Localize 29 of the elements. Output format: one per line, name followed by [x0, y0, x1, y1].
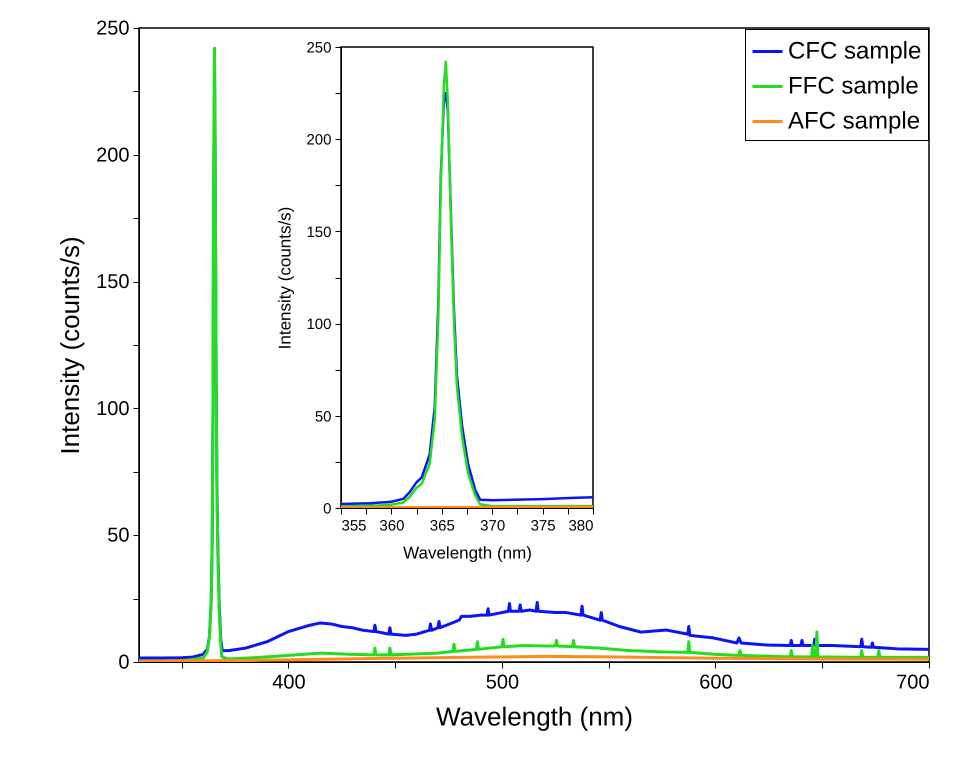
legend-label: CFC sample	[788, 38, 922, 64]
y-tick-label: 250	[96, 18, 130, 40]
y-tick-label: 200	[306, 132, 332, 149]
y-tick-label: 200	[96, 144, 130, 166]
y-tick-label: 100	[96, 398, 130, 420]
y-tick-label: 0	[118, 652, 130, 674]
x-tick-label: 360	[379, 518, 404, 534]
x-tick-label: 600	[699, 672, 733, 694]
x-axis-title: Wavelength (nm)	[436, 702, 633, 732]
x-tick-label: 365	[430, 518, 455, 534]
x-tick-label: 370	[480, 518, 506, 534]
y-tick-label: 100	[306, 316, 332, 334]
y-tick-label: 50	[314, 408, 332, 426]
y-tick-label: 50	[107, 524, 130, 547]
x-tick-label: 500	[486, 672, 520, 694]
y-tick-label: 0	[323, 500, 332, 518]
y-tick-label: 150	[96, 271, 130, 294]
y-tick-label: 150	[306, 224, 332, 241]
x-tick-label: 375	[530, 518, 556, 534]
x-tick-label: 355	[342, 518, 367, 534]
legend-label: FFC sample	[788, 72, 919, 100]
y-tick-label: 250	[306, 40, 332, 56]
x-tick-label: 400	[272, 672, 306, 694]
x-tick-label: 380	[568, 518, 594, 534]
x-tick-label: 700	[896, 672, 930, 694]
legend-label: AFC sample	[788, 108, 920, 134]
y-axis-title: Intensity (counts/s)	[55, 236, 86, 455]
y-axis-title: Intensity (counts/s)	[275, 206, 294, 350]
x-axis-title: Wavelength (nm)	[403, 544, 532, 562]
